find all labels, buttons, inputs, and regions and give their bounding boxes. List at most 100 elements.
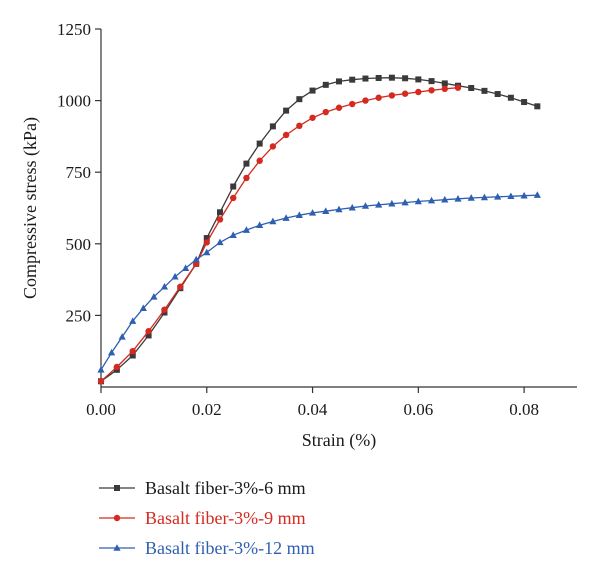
data-point xyxy=(269,123,276,130)
x-tick-label: 0.08 xyxy=(509,400,539,419)
data-point xyxy=(203,248,211,256)
data-point xyxy=(349,100,356,108)
data-point xyxy=(269,217,277,225)
data-point xyxy=(362,75,369,82)
data-point xyxy=(150,292,158,300)
series-line xyxy=(100,194,538,371)
data-point xyxy=(441,195,449,203)
data-point xyxy=(242,226,251,233)
data-point xyxy=(507,192,515,200)
x-tick-label: 0.02 xyxy=(192,400,222,419)
data-point xyxy=(336,78,342,85)
data-point xyxy=(335,205,343,213)
data-point xyxy=(427,196,436,204)
data-point xyxy=(177,283,184,290)
data-point xyxy=(203,235,210,242)
data-point xyxy=(216,238,224,246)
y-tick-label: 250 xyxy=(66,306,92,325)
data-point xyxy=(145,327,152,335)
data-point xyxy=(139,304,147,312)
data-point xyxy=(388,92,396,99)
data-point xyxy=(335,104,343,111)
data-point xyxy=(349,76,356,83)
data-point xyxy=(534,103,541,110)
data-point xyxy=(182,264,190,271)
data-point xyxy=(229,231,237,239)
data-point xyxy=(375,94,382,101)
x-ticks: 0.00 0.02 0.04 0.06 0.08 xyxy=(86,387,539,419)
data-point xyxy=(269,143,277,150)
data-point xyxy=(322,81,329,88)
x-tick-label: 0.06 xyxy=(403,400,433,419)
data-point xyxy=(296,96,303,103)
x-tick-label: 0.04 xyxy=(298,400,328,419)
data-point xyxy=(375,74,382,81)
data-point xyxy=(507,94,514,101)
data-point xyxy=(161,306,168,313)
legend-label: Basalt fiber-3%-9 mm xyxy=(145,508,306,528)
data-point xyxy=(145,332,152,339)
data-point xyxy=(467,194,475,201)
data-point xyxy=(113,363,121,371)
data-point xyxy=(216,216,224,223)
data-point xyxy=(203,239,210,246)
series-2 xyxy=(97,84,462,385)
y-tick-label: 1250 xyxy=(57,20,91,39)
data-point xyxy=(129,317,137,324)
data-point xyxy=(322,207,330,214)
data-point xyxy=(388,199,396,207)
data-point xyxy=(256,140,263,147)
data-point xyxy=(348,203,356,211)
series-3 xyxy=(97,191,541,373)
y-ticks: 250 500 750 1000 1250 xyxy=(57,20,101,325)
data-point xyxy=(192,255,200,263)
data-point xyxy=(243,174,250,182)
legend-entry: Basalt fiber-3%-12 mm xyxy=(99,538,315,558)
x-axis-title: Strain (%) xyxy=(302,430,376,451)
data-point xyxy=(520,191,528,199)
data-point xyxy=(256,221,264,228)
legend-marker xyxy=(113,514,121,522)
legend-marker xyxy=(113,544,121,551)
y-axis-title: Compressive stress (kPa) xyxy=(20,117,41,299)
data-point xyxy=(401,90,409,97)
data-point xyxy=(295,211,303,218)
data-point xyxy=(97,378,105,385)
data-point xyxy=(308,209,317,216)
data-point xyxy=(494,91,501,98)
data-point xyxy=(129,348,136,355)
data-point xyxy=(283,107,290,114)
axes xyxy=(100,29,577,388)
data-point xyxy=(160,282,169,290)
data-point xyxy=(230,194,237,202)
series-1 xyxy=(98,74,541,385)
data-point xyxy=(309,114,316,121)
data-point xyxy=(217,209,223,216)
data-point xyxy=(441,80,448,87)
legend-entry: Basalt fiber-3%-6 mm xyxy=(99,478,306,498)
data-point xyxy=(428,87,435,94)
plot-series xyxy=(97,74,541,385)
data-point xyxy=(129,352,136,359)
data-point xyxy=(230,183,237,190)
data-point xyxy=(118,333,126,340)
data-point xyxy=(428,78,435,85)
legend-label: Basalt fiber-3%-6 mm xyxy=(145,478,306,498)
data-point xyxy=(415,88,422,96)
data-point xyxy=(494,193,502,200)
data-point xyxy=(454,84,462,91)
data-point xyxy=(107,348,116,356)
data-point xyxy=(533,191,541,198)
data-point xyxy=(388,74,395,81)
data-point xyxy=(375,201,383,208)
data-point xyxy=(361,202,370,209)
data-point xyxy=(296,122,303,130)
data-point xyxy=(309,87,316,94)
data-point xyxy=(415,76,422,83)
data-point xyxy=(441,85,448,93)
y-tick-label: 1000 xyxy=(57,92,91,111)
x-tick-label: 0.00 xyxy=(86,400,116,419)
data-point xyxy=(282,131,290,139)
legend-marker xyxy=(114,485,120,491)
